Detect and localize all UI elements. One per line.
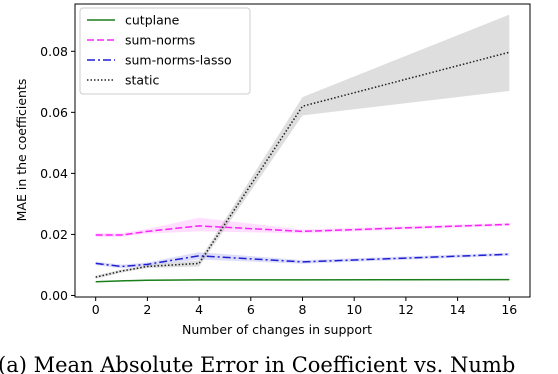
y-tick-label: 0.02 <box>40 227 68 242</box>
y-tick-label: 0.08 <box>40 44 68 59</box>
confidence-band <box>95 252 510 269</box>
confidence-band <box>95 217 510 237</box>
legend-label: sum-norms <box>125 33 195 48</box>
legend-label: sum-norms-lasso <box>125 53 232 68</box>
x-tick-label: 4 <box>195 302 203 317</box>
legend-label: cutplane <box>125 13 180 28</box>
y-tick-label: 0.04 <box>40 166 68 181</box>
x-tick-label: 6 <box>247 302 255 317</box>
y-tick-label: 0.00 <box>40 288 68 303</box>
legend-box <box>79 7 251 95</box>
x-tick-label: 10 <box>346 302 362 317</box>
x-tick-label: 8 <box>299 302 307 317</box>
confidence-band <box>95 14 510 279</box>
plot-frame <box>74 3 531 298</box>
series-line <box>95 223 510 236</box>
y-axis-label: MAE in the coefficients <box>14 79 29 222</box>
legend-label: static <box>125 73 159 88</box>
x-tick-label: 0 <box>92 302 100 317</box>
series-line <box>95 278 510 283</box>
y-tick-label: 0.06 <box>40 105 68 120</box>
series-line <box>95 51 510 278</box>
x-tick-label: 12 <box>398 302 414 317</box>
series-line <box>95 253 510 268</box>
caption: (a) Mean Absolute Error in Coefficient v… <box>0 353 515 374</box>
x-tick-label: 14 <box>450 302 466 317</box>
x-tick-label: 2 <box>143 302 151 317</box>
x-axis-label: Number of changes in support <box>182 322 372 337</box>
x-tick-label: 16 <box>501 302 517 317</box>
